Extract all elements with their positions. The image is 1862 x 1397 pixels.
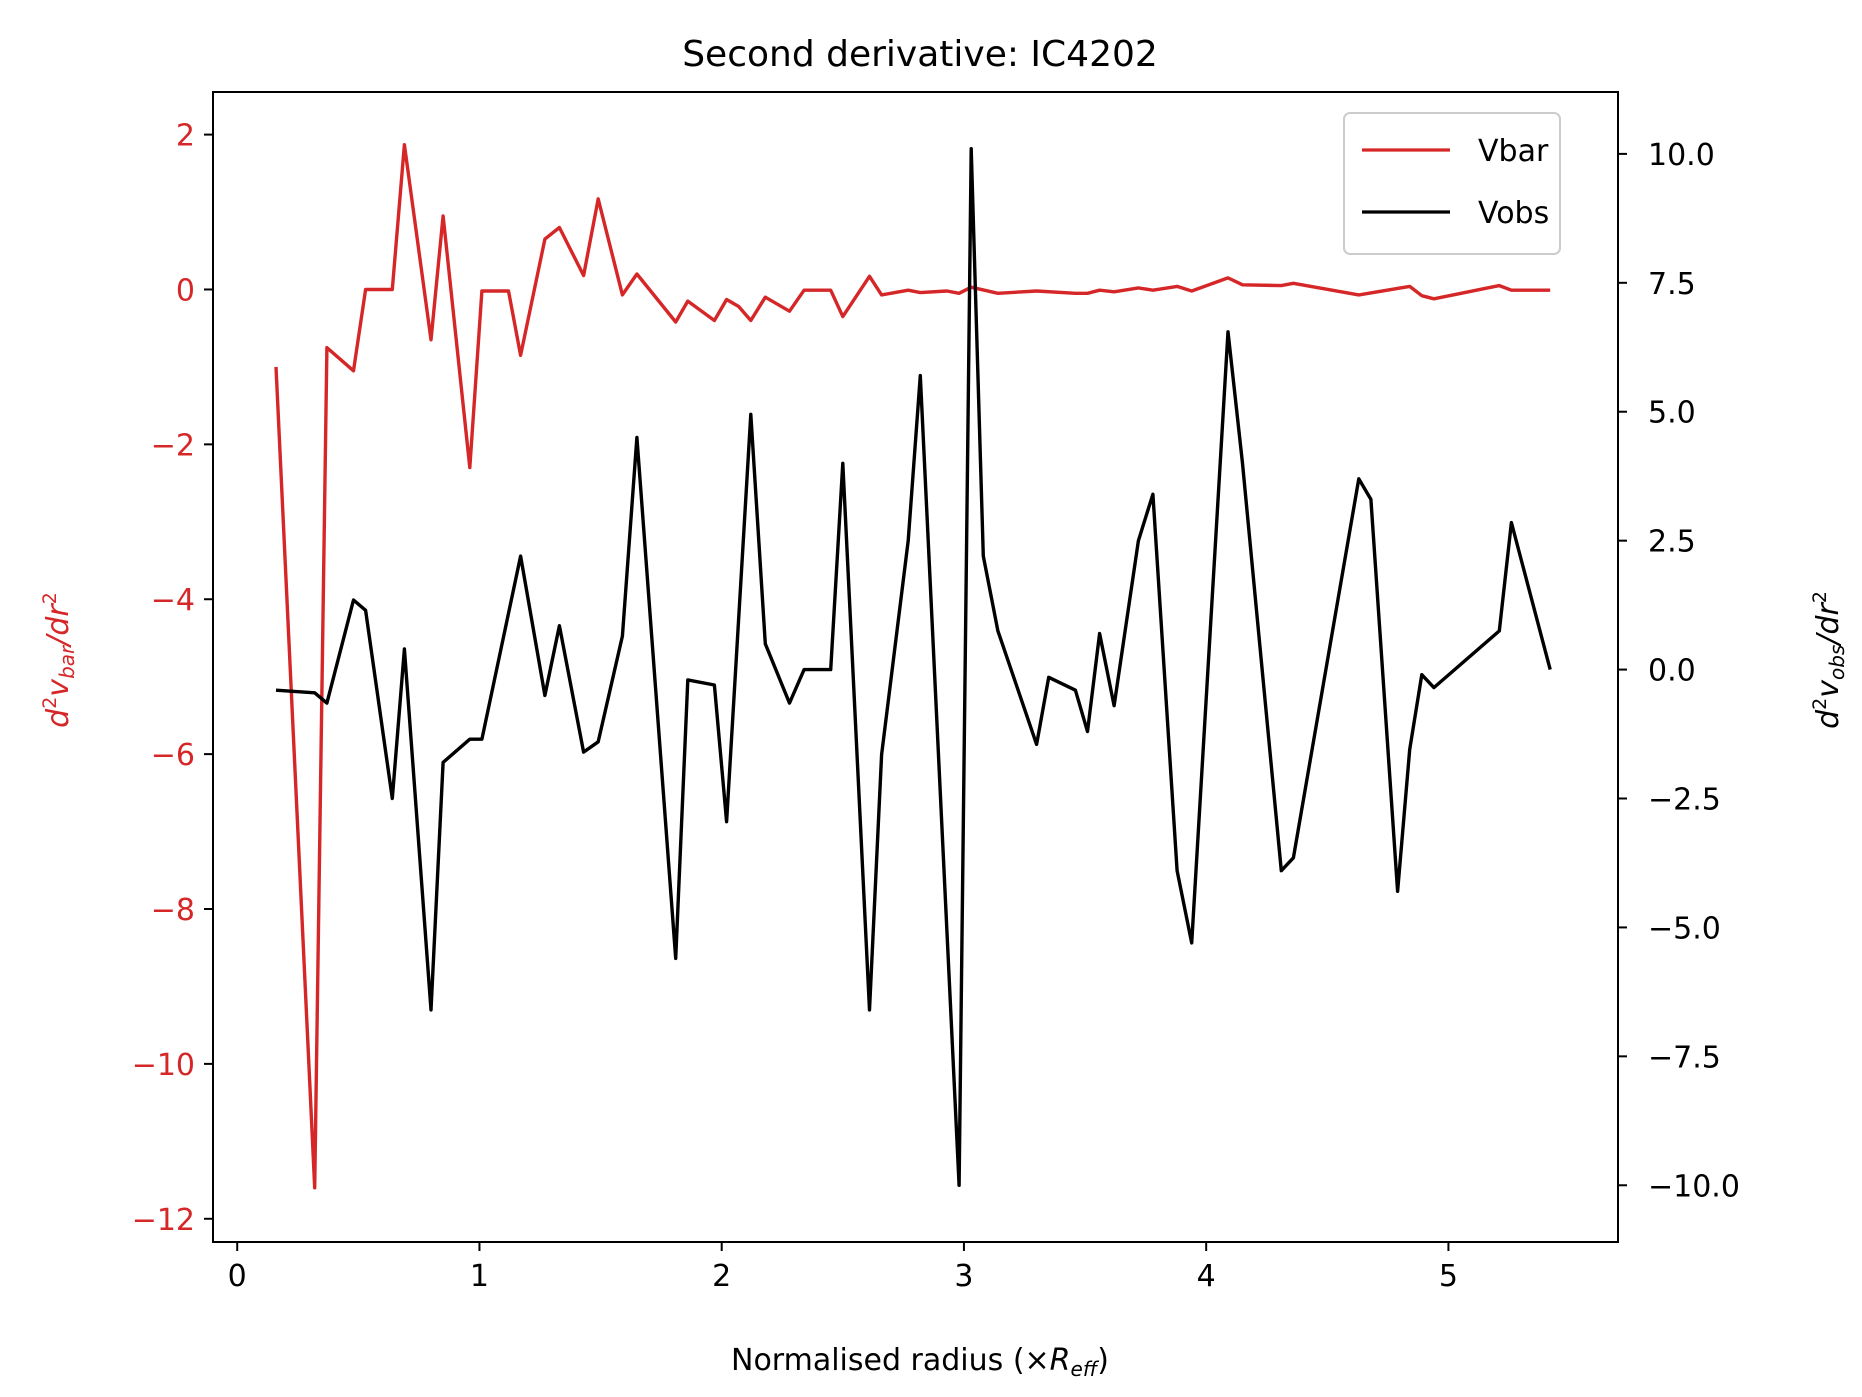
y-right-tick-label: −10.0	[1648, 1169, 1740, 1204]
y-left-tick-label: −2	[151, 428, 195, 463]
y-right-tick-label: 0.0	[1648, 654, 1696, 689]
y-axis-left-label: d2vbar/dr2	[39, 592, 79, 728]
x-axis-label: Normalised radius (×Reff)	[731, 1343, 1109, 1381]
y-right-tick-label: −7.5	[1648, 1040, 1721, 1075]
x-tick-label: 2	[712, 1259, 731, 1294]
y-left-tick-label: 0	[176, 273, 195, 308]
y-left-tick-label: 2	[176, 119, 195, 154]
y-left-tick-label: −4	[151, 583, 195, 618]
x-tick-label: 0	[228, 1259, 247, 1294]
series-layer	[274, 142, 1552, 1190]
y-right-tick-label: 7.5	[1648, 267, 1696, 302]
plot-frame	[212, 91, 1619, 1243]
y-left-tick-label: −6	[151, 738, 195, 773]
y-axis-right-label: d2vobs/dr2	[1809, 591, 1849, 729]
x-axis-label-subscript: eff	[1071, 1357, 1100, 1381]
y-right-tick-label: 5.0	[1648, 396, 1696, 431]
legend: Vbar Vobs	[1343, 112, 1561, 255]
y-right-tick-label: 10.0	[1648, 138, 1715, 173]
x-axis-label-suffix: )	[1097, 1343, 1109, 1378]
legend-label-vobs: Vobs	[1478, 196, 1549, 231]
axes-layer: 0 1 2 3 4 5 2 0 −2 −4 −6 −8 −10 −12 10.0 7.5 5.0 2.5 0.0 −2…	[132, 91, 1740, 1294]
y-right-tick-label: −2.5	[1648, 783, 1721, 818]
x-tick-label: 5	[1439, 1259, 1458, 1294]
x-tick-label: 4	[1197, 1259, 1216, 1294]
y-left-tick-label: −10	[132, 1048, 195, 1083]
y-right-tick-label: 2.5	[1648, 525, 1696, 560]
x-axis-label-symbol: R	[1050, 1343, 1071, 1378]
y-left-tick-label: −12	[132, 1203, 195, 1238]
y-right-tick-label: −5.0	[1648, 911, 1721, 946]
x-axis-label-prefix: Normalised radius (×	[731, 1343, 1050, 1378]
legend-label-vbar: Vbar	[1478, 134, 1549, 169]
x-tick-label: 1	[470, 1259, 489, 1294]
x-tick-label: 3	[954, 1259, 973, 1294]
y-left-tick-label: −8	[151, 893, 195, 928]
series-line-vobs	[275, 146, 1552, 1188]
series-line-vbar	[274, 142, 1551, 1190]
legend-box	[1343, 112, 1561, 255]
chart-title: Second derivative: IC4202	[682, 34, 1158, 75]
